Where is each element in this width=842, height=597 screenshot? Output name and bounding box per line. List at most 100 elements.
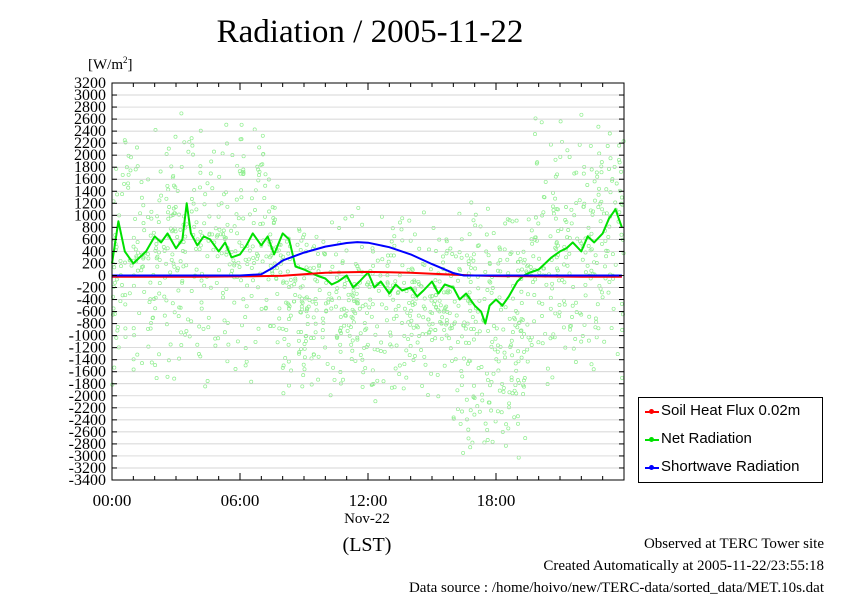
net-radiation-sample-point: [471, 252, 476, 257]
net-radiation-sample-point: [350, 338, 355, 343]
net-radiation-sample-point: [235, 231, 240, 236]
net-radiation-sample-point: [169, 213, 173, 218]
net-radiation-sample-point: [339, 307, 344, 312]
net-radiation-sample-point: [410, 280, 415, 285]
net-radiation-sample-point: [442, 363, 447, 368]
net-radiation-sample-point: [401, 386, 406, 391]
net-radiation-sample-point: [428, 294, 433, 299]
net-radiation-sample-point: [128, 168, 133, 173]
net-radiation-sample-point: [156, 220, 161, 225]
net-radiation-sample-point: [397, 372, 402, 377]
net-radiation-sample-point: [507, 405, 511, 410]
net-radiation-sample-point: [420, 383, 425, 388]
net-radiation-sample-point: [362, 321, 367, 326]
net-radiation-sample-point: [485, 427, 490, 432]
net-radiation-sample-point: [385, 281, 390, 286]
net-radiation-sample-point: [519, 328, 524, 333]
net-radiation-sample-point: [440, 315, 445, 320]
net-radiation-sample-point: [367, 285, 372, 290]
net-radiation-sample-point: [509, 378, 514, 383]
net-radiation-sample-point: [354, 299, 359, 304]
net-radiation-sample-point: [310, 299, 315, 304]
net-radiation-sample-point: [469, 326, 474, 331]
net-radiation-sample-point: [225, 359, 230, 364]
net-radiation-sample-point: [441, 290, 446, 295]
net-radiation-sample-point: [517, 380, 522, 385]
net-radiation-sample-point: [548, 295, 553, 300]
net-radiation-sample-point: [409, 318, 414, 323]
net-radiation-sample-point: [480, 398, 485, 403]
net-radiation-sample-point: [573, 360, 578, 364]
net-radiation-sample-point: [224, 190, 228, 195]
net-radiation-sample-point: [473, 212, 478, 217]
net-radiation-sample-point: [526, 217, 531, 222]
net-radiation-sample-point: [284, 239, 289, 244]
net-radiation-sample-point: [513, 308, 518, 313]
y-tick-label: -1600: [69, 364, 106, 381]
net-radiation-sample-point: [244, 359, 249, 364]
net-radiation-sample-point: [593, 316, 598, 321]
net-radiation-sample-point: [394, 314, 399, 319]
net-radiation-sample-point: [525, 264, 530, 269]
net-radiation-sample-point: [558, 154, 563, 159]
net-radiation-sample-point: [513, 361, 518, 366]
net-radiation-sample-point: [529, 228, 534, 233]
net-radiation-sample-point: [289, 368, 294, 373]
net-radiation-sample-point: [350, 348, 355, 353]
net-radiation-sample-point: [550, 281, 555, 286]
net-radiation-sample-point: [154, 376, 159, 381]
net-radiation-sample-point: [317, 264, 322, 269]
net-radiation-sample-point: [558, 119, 563, 124]
net-radiation-sample-point: [177, 212, 181, 217]
net-radiation-sample-point: [533, 237, 537, 242]
net-radiation-sample-point: [467, 290, 472, 295]
net-radiation-sample-point: [126, 181, 131, 186]
net-radiation-sample-point: [197, 247, 202, 252]
net-radiation-sample-point: [420, 332, 425, 337]
net-radiation-sample-point: [585, 263, 590, 268]
net-radiation-sample-point: [619, 232, 624, 237]
net-radiation-sample-point: [364, 344, 369, 349]
net-radiation-sample-point: [579, 312, 584, 317]
net-radiation-sample-point: [614, 181, 619, 186]
net-radiation-sample-point: [222, 192, 226, 197]
net-radiation-sample-point: [324, 280, 329, 285]
net-radiation-sample-point: [358, 331, 363, 336]
net-radiation-sample-point: [297, 350, 302, 355]
net-radiation-sample-point: [522, 376, 527, 380]
net-radiation-sample-point: [123, 326, 128, 331]
net-radiation-sample-point: [293, 276, 298, 281]
net-radiation-sample-point: [256, 253, 260, 258]
net-radiation-sample-point: [215, 254, 220, 259]
net-radiation-sample-point: [354, 291, 359, 296]
net-radiation-sample-point: [357, 306, 362, 311]
net-radiation-sample-point: [617, 210, 622, 215]
net-radiation-sample-point: [491, 231, 496, 236]
net-radiation-sample-point: [251, 255, 256, 260]
net-radiation-sample-point: [474, 332, 479, 337]
net-radiation-sample-point: [509, 375, 514, 380]
net-radiation-sample-point: [268, 232, 273, 237]
net-radiation-sample-point: [412, 280, 417, 285]
net-radiation-sample-point: [468, 308, 473, 313]
net-radiation-sample-point: [138, 211, 143, 216]
net-radiation-sample-point: [553, 311, 558, 316]
net-radiation-sample-point: [553, 157, 558, 162]
net-radiation-sample-point: [277, 326, 282, 331]
net-radiation-sample-point: [577, 198, 582, 203]
net-radiation-sample-point: [446, 290, 450, 295]
net-radiation-sample-point: [293, 293, 298, 297]
net-radiation-sample-point: [355, 337, 360, 342]
net-radiation-sample-point: [142, 228, 147, 233]
net-radiation-sample-point: [416, 313, 421, 318]
net-radiation-sample-point: [312, 244, 317, 249]
net-radiation-sample-point: [158, 169, 163, 174]
net-radiation-sample-point: [275, 265, 280, 270]
net-radiation-sample-point: [172, 183, 176, 188]
net-radiation-sample-point: [511, 296, 515, 301]
net-radiation-sample-point: [346, 298, 351, 303]
net-radiation-sample-point: [396, 304, 401, 308]
net-radiation-sample-point: [118, 258, 123, 263]
net-radiation-sample-point: [514, 218, 519, 223]
net-radiation-sample-point: [378, 349, 383, 354]
